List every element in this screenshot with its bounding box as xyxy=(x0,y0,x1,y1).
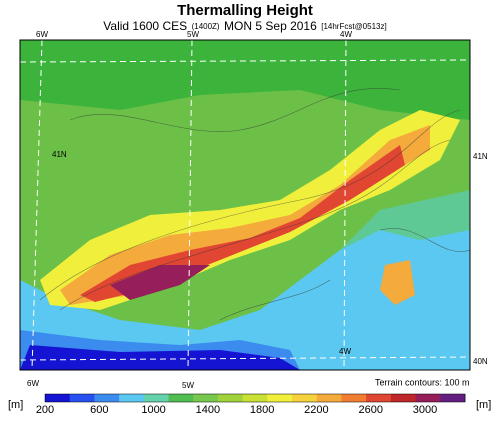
colorbar-swatch xyxy=(143,394,170,402)
colorbar-swatch xyxy=(366,394,392,402)
colorbar-swatch xyxy=(217,394,244,402)
colorbar-swatch xyxy=(316,394,342,402)
title: Thermalling Height xyxy=(177,2,313,19)
colorbar-unit: [m] xyxy=(8,399,23,411)
lon-label: 4W xyxy=(339,347,351,356)
lon-label: 4W xyxy=(340,30,352,39)
lat-label: 41N xyxy=(473,152,488,161)
colorbar-swatch xyxy=(193,394,219,402)
subtitle-date: MON 5 Sep 2016 xyxy=(224,19,317,33)
colorbar-swatch xyxy=(94,394,120,402)
colorbar-swatch xyxy=(45,394,71,402)
colorbar-swatch xyxy=(440,394,466,402)
colorbar-swatch xyxy=(341,394,367,402)
colorbar-swatch xyxy=(69,394,95,402)
map-note: Terrain contours: 100 m xyxy=(375,377,470,387)
colorbar-swatch xyxy=(267,394,293,402)
colorbar-tick-label: 600 xyxy=(90,404,108,416)
colorbar-swatch xyxy=(390,394,417,402)
lat-label: 40N xyxy=(473,357,488,366)
colorbar-swatch xyxy=(242,394,268,402)
colorbar-tick-label: 2200 xyxy=(304,404,328,416)
subtitle-valid: Valid 1600 CES xyxy=(103,19,187,33)
colorbar-tick-label: 3000 xyxy=(413,404,437,416)
colorbar-swatch xyxy=(292,394,318,402)
subtitle-utc: (1400Z) xyxy=(192,22,220,31)
lat-label: 41N xyxy=(52,150,67,159)
colorbar-border xyxy=(44,393,466,403)
colorbar-tick-label: 200 xyxy=(36,404,54,416)
lon-label: 5W xyxy=(187,30,199,39)
colorbar-tick-label: 1400 xyxy=(196,404,220,416)
subtitle: Valid 1600 CES (1400Z) MON 5 Sep 2016 [1… xyxy=(103,18,386,35)
colorbar: 200 600 1000 1400 1800 2200 2600 3000 xyxy=(36,393,466,416)
lon-label: 6W xyxy=(36,30,48,39)
lon-label: 6W xyxy=(27,379,39,388)
map xyxy=(19,39,471,371)
colorbar-swatch xyxy=(415,394,441,402)
colorbar-unit: [m] xyxy=(476,399,491,411)
colorbar-swatch xyxy=(168,394,194,402)
lon-label: 5W xyxy=(182,381,194,390)
subtitle-forecast: [14hrFcst@0513z] xyxy=(321,22,386,31)
colorbar-tick-label: 1000 xyxy=(141,404,165,416)
colorbar-tick-label: 2600 xyxy=(358,404,382,416)
colorbar-tick-label: 1800 xyxy=(250,404,274,416)
colorbar-swatch xyxy=(119,394,145,402)
